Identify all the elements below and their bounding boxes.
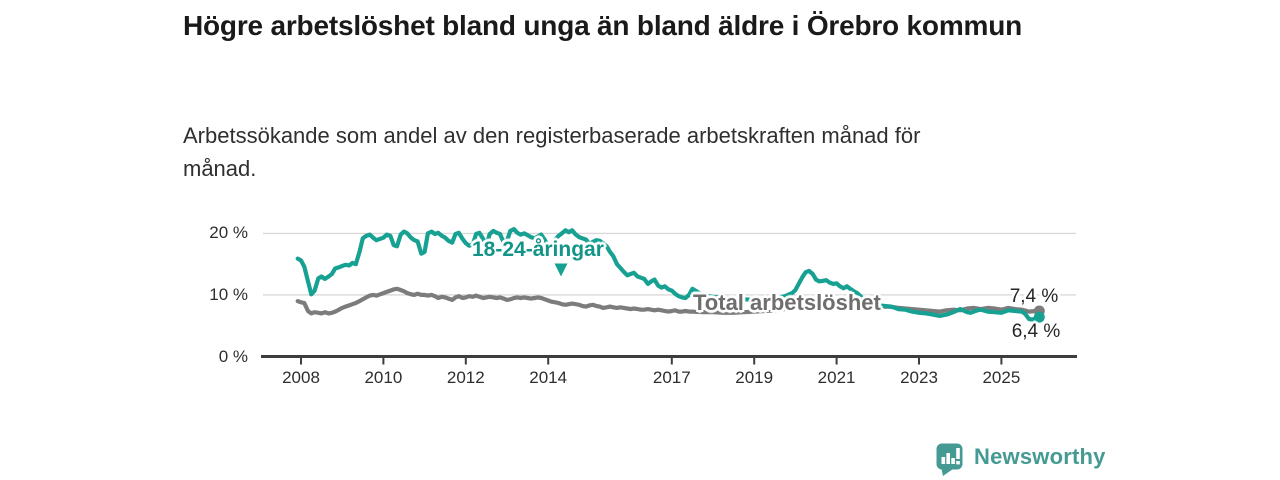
page-title: Högre arbetslöshet bland unga än bland ä…	[183, 10, 1023, 41]
end-value-label-total: 7,4 %	[1009, 286, 1059, 307]
end-dot-youth	[1033, 311, 1045, 323]
x-axis-label-2014: 2014	[529, 368, 568, 387]
end-value-label-youth: 6,4 %	[1011, 321, 1061, 342]
youth-label-arrow-icon	[554, 263, 568, 277]
x-axis-label-2021: 2021	[817, 368, 856, 387]
newsworthy-logo[interactable]: Newsworthy	[936, 443, 1106, 477]
x-axis-label-2008: 2008	[282, 368, 320, 387]
y-axis-label-0: 0 %	[218, 346, 248, 366]
y-axis-label-20: 20 %	[209, 223, 248, 243]
x-axis-label-2010: 2010	[364, 368, 403, 387]
x-axis-label-2023: 2023	[900, 368, 938, 387]
series-line-youth	[295, 227, 1042, 322]
series-label-youth: 18-24-åringar	[472, 238, 604, 261]
newsworthy-wordmark: Newsworthy	[974, 444, 1106, 469]
x-axis-label-2017: 2017	[652, 368, 691, 387]
x-axis-label-2019: 2019	[735, 368, 774, 387]
series-label-total: Total arbetslöshet	[693, 290, 881, 315]
series-line-total	[295, 286, 1042, 316]
x-axis-label-2012: 2012	[446, 368, 485, 387]
newsworthy-logo-icon	[936, 443, 963, 476]
y-axis-label-10: 10 %	[209, 284, 248, 304]
chart-subtitle: Arbetssökande som andel av den registerb…	[183, 123, 921, 181]
x-axis-label-2025: 2025	[982, 368, 1021, 387]
